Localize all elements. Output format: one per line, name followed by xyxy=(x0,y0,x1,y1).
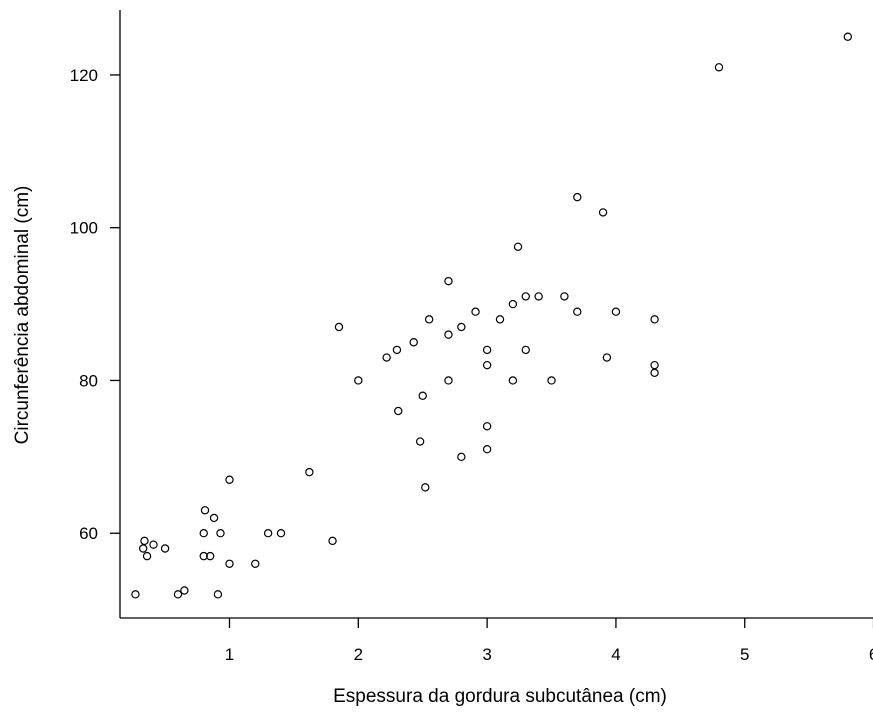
data-point xyxy=(328,536,337,546)
data-point xyxy=(213,590,223,599)
data-point xyxy=(611,307,621,316)
data-point xyxy=(382,353,391,362)
data-point xyxy=(444,330,453,339)
data-point xyxy=(573,192,582,202)
x-tick-label: 6 xyxy=(869,645,873,664)
data-point xyxy=(173,590,183,599)
data-point xyxy=(131,590,140,599)
data-point xyxy=(444,376,453,385)
data-point xyxy=(560,292,569,301)
data-point xyxy=(305,467,314,477)
data-point xyxy=(424,315,434,324)
y-tick-label: 80 xyxy=(79,371,98,390)
data-point xyxy=(205,551,215,561)
data-point xyxy=(650,368,659,378)
data-point xyxy=(394,406,403,416)
data-point xyxy=(598,208,608,217)
data-point xyxy=(521,345,530,355)
data-point xyxy=(418,391,427,400)
data-point xyxy=(495,315,505,324)
data-point xyxy=(225,559,234,568)
data-point xyxy=(482,444,492,454)
data-point xyxy=(444,276,453,286)
y-axis-ticks: 60 80 100 120 xyxy=(70,66,120,543)
data-point xyxy=(276,529,286,538)
y-tick-label: 60 xyxy=(79,524,98,543)
data-point xyxy=(149,540,158,549)
data-point xyxy=(534,292,543,301)
x-tick-label: 3 xyxy=(482,645,491,664)
data-point xyxy=(263,529,273,538)
data-point xyxy=(209,513,219,523)
data-point xyxy=(199,529,208,538)
data-point xyxy=(482,360,492,370)
data-point xyxy=(521,292,530,301)
data-point xyxy=(180,586,189,595)
data-point xyxy=(508,299,518,309)
data-point xyxy=(602,353,612,362)
data-points xyxy=(131,32,852,599)
data-point xyxy=(482,345,492,355)
data-point xyxy=(573,307,582,316)
data-point xyxy=(409,338,418,347)
data-point xyxy=(650,315,659,324)
data-point xyxy=(415,437,425,446)
data-point xyxy=(843,32,852,41)
x-tick-label: 2 xyxy=(354,645,363,664)
data-point xyxy=(334,322,344,332)
data-point xyxy=(160,544,170,553)
data-point xyxy=(513,242,523,251)
y-axis-title: Circunferência abdominal (cm) xyxy=(12,186,33,445)
data-point xyxy=(138,544,148,553)
data-point xyxy=(200,506,210,515)
data-point xyxy=(471,307,480,316)
data-point xyxy=(142,551,152,561)
data-point xyxy=(714,63,724,72)
x-axis-title: Espessura da gordura subcutânea (cm) xyxy=(333,686,667,707)
data-point xyxy=(421,483,430,492)
data-point xyxy=(225,475,234,484)
data-point xyxy=(392,345,402,355)
x-tick-label: 4 xyxy=(611,645,620,664)
data-point xyxy=(457,452,466,462)
data-point xyxy=(650,360,659,370)
y-tick-label: 100 xyxy=(70,219,98,238)
x-axis-ticks: 1 2 3 4 5 6 xyxy=(225,618,873,664)
data-point xyxy=(354,376,363,385)
data-point xyxy=(457,322,466,332)
x-tick-label: 5 xyxy=(740,645,749,664)
data-point xyxy=(547,376,556,385)
data-point xyxy=(140,536,149,546)
data-point xyxy=(251,559,260,568)
y-tick-label: 120 xyxy=(70,66,98,85)
data-point xyxy=(216,529,225,538)
data-point xyxy=(508,376,518,385)
x-tick-label: 1 xyxy=(225,645,234,664)
data-point xyxy=(199,551,208,561)
data-point xyxy=(482,422,492,431)
